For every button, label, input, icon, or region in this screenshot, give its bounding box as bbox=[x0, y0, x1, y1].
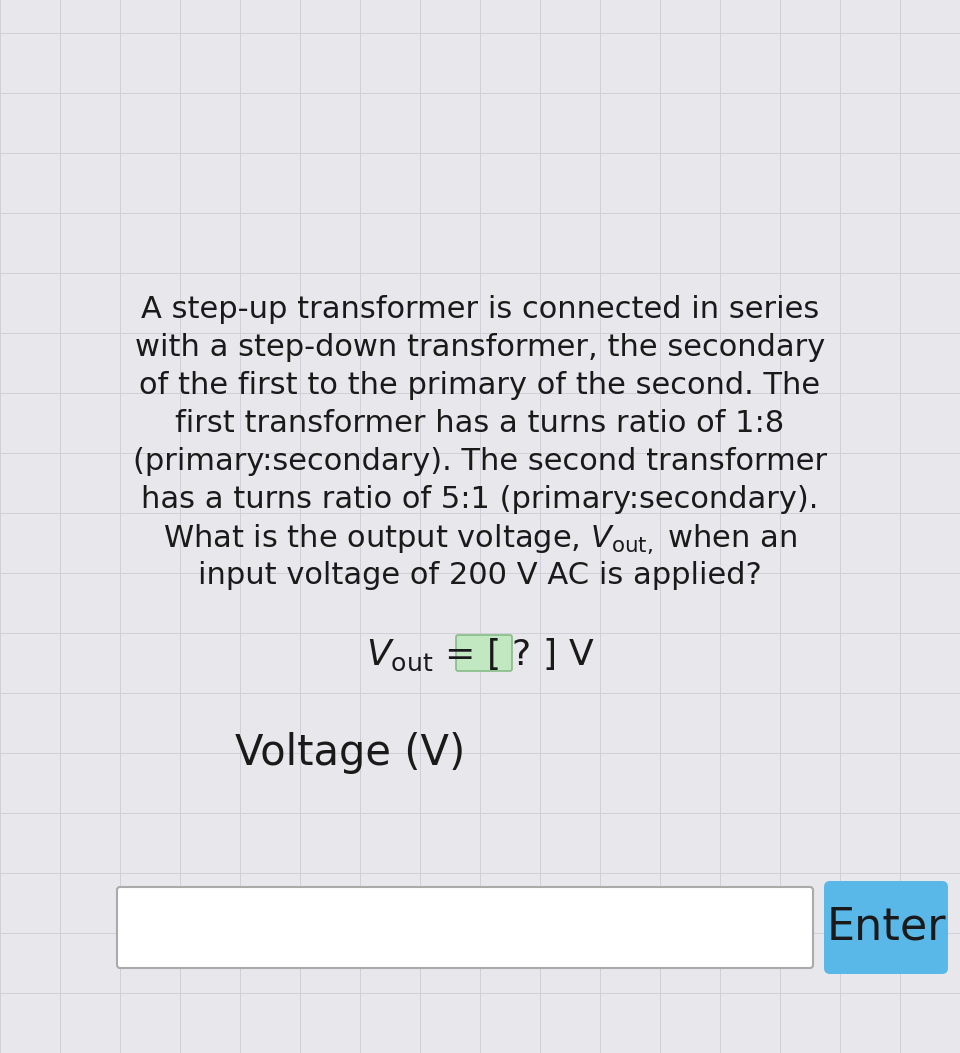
Text: input voltage of 200 V AC is applied?: input voltage of 200 V AC is applied? bbox=[198, 561, 762, 590]
Text: (primary:secondary). The second transformer: (primary:secondary). The second transfor… bbox=[132, 448, 828, 476]
FancyBboxPatch shape bbox=[456, 635, 512, 671]
Text: What is the output voltage, $V_{\mathrm{out,}}$ when an: What is the output voltage, $V_{\mathrm{… bbox=[163, 523, 797, 556]
Text: with a step-down transformer, the secondary: with a step-down transformer, the second… bbox=[134, 333, 826, 362]
FancyBboxPatch shape bbox=[117, 887, 813, 968]
FancyBboxPatch shape bbox=[824, 881, 948, 974]
Text: of the first to the primary of the second. The: of the first to the primary of the secon… bbox=[139, 371, 821, 400]
Text: Voltage (V): Voltage (V) bbox=[235, 732, 466, 774]
Text: A step-up transformer is connected in series: A step-up transformer is connected in se… bbox=[141, 295, 819, 324]
Text: $V_{\mathrm{out}}$ = [ ? ] V: $V_{\mathrm{out}}$ = [ ? ] V bbox=[366, 637, 594, 673]
Text: has a turns ratio of 5:1 (primary:secondary).: has a turns ratio of 5:1 (primary:second… bbox=[141, 485, 819, 514]
Text: Enter: Enter bbox=[827, 906, 946, 949]
Text: first transformer has a turns ratio of 1:8: first transformer has a turns ratio of 1… bbox=[176, 409, 784, 438]
